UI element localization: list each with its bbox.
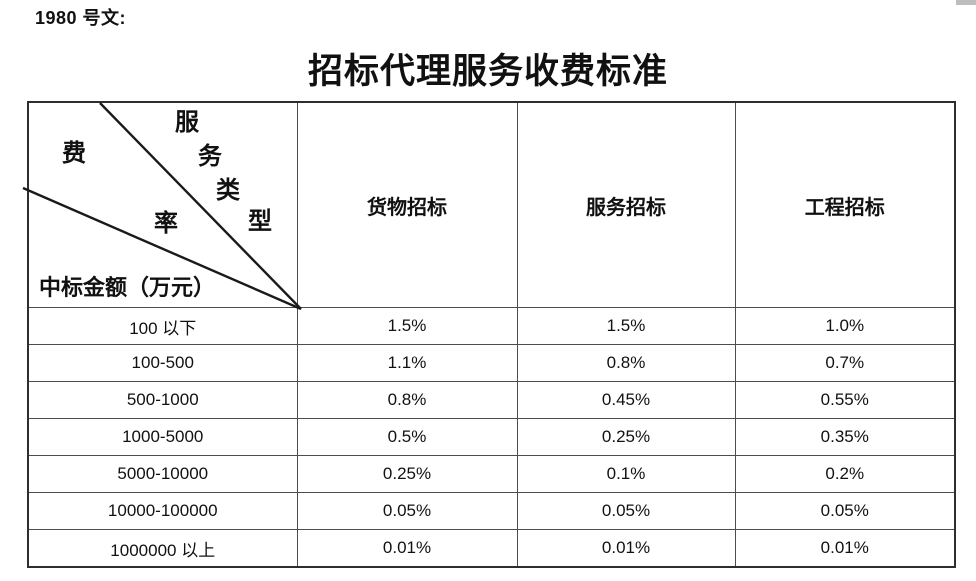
rate-cell: 0.01%	[516, 529, 736, 568]
row-range-label: 100 以下	[27, 307, 298, 345]
corner-label-service-type-char-1: 服	[175, 110, 199, 136]
table-row: 1000-5000 0.5% 0.25% 0.35%	[27, 418, 956, 456]
rate-cell: 0.01%	[296, 529, 518, 568]
row-range-label: 10000-100000	[27, 492, 298, 530]
rate-cell: 0.25%	[296, 455, 518, 493]
page-title: 招标代理服务收费标准	[307, 52, 668, 91]
fee-standard-table: 服 务 类 型 费 率 中标金额（万元） 货物招标 服务招标 工程招标 100 …	[22, 101, 956, 568]
diagonal-divider-lines	[22, 102, 302, 311]
rate-cell: 0.45%	[516, 381, 736, 419]
row-range-label: 500-1000	[27, 381, 298, 419]
doc-ref-label: 1980 号文:	[35, 8, 127, 28]
row-range-label: 1000000 以上	[27, 529, 298, 568]
rate-cell: 0.8%	[296, 381, 518, 419]
row-range-label: 1000-5000	[27, 418, 298, 456]
rate-cell: 0.35%	[734, 418, 956, 456]
rate-cell: 0.5%	[296, 418, 518, 456]
rate-cell: 1.0%	[734, 307, 956, 345]
corner-label-service-type-char-2: 务	[198, 144, 222, 170]
rate-cell: 0.05%	[296, 492, 518, 530]
rate-cell: 1.5%	[516, 307, 736, 345]
table-corner-cell: 服 务 类 型 费 率 中标金额（万元）	[22, 101, 302, 311]
row-range-label: 100-500	[27, 344, 298, 382]
rate-cell: 0.55%	[734, 381, 956, 419]
column-header-service-bidding: 服务招标	[516, 101, 736, 308]
table-row: 10000-100000 0.05% 0.05% 0.05%	[27, 492, 956, 530]
rate-cell: 0.05%	[734, 492, 956, 530]
corner-label-bid-amount: 中标金额（万元）	[39, 275, 216, 300]
column-header-goods-bidding: 货物招标	[296, 101, 518, 308]
screen-edge-artifact	[956, 0, 976, 5]
column-header-works-bidding: 工程招标	[734, 101, 956, 308]
rate-cell: 1.5%	[296, 307, 518, 345]
rate-cell: 0.05%	[516, 492, 736, 530]
rate-cell: 0.25%	[516, 418, 736, 456]
table-header-row: 服 务 类 型 费 率 中标金额（万元） 货物招标 服务招标 工程招标	[22, 101, 956, 311]
rate-cell: 0.8%	[516, 344, 736, 382]
rate-cell: 1.1%	[296, 344, 518, 382]
table-row: 100 以下 1.5% 1.5% 1.0%	[27, 307, 956, 345]
corner-label-service-type-char-3: 类	[216, 178, 240, 204]
row-range-label: 5000-10000	[27, 455, 298, 493]
rate-cell: 0.1%	[516, 455, 736, 493]
table-row: 500-1000 0.8% 0.45% 0.55%	[27, 381, 956, 419]
corner-label-rate-char-1: 费	[62, 141, 86, 167]
table-row: 1000000 以上 0.01% 0.01% 0.01%	[27, 529, 956, 568]
table-row: 5000-10000 0.25% 0.1% 0.2%	[27, 455, 956, 493]
rate-cell: 0.2%	[734, 455, 956, 493]
table-row: 100-500 1.1% 0.8% 0.7%	[27, 344, 956, 382]
corner-label-rate-char-2: 率	[154, 211, 178, 237]
rate-cell: 0.7%	[734, 344, 956, 382]
rate-cell: 0.01%	[734, 529, 956, 568]
corner-label-service-type-char-4: 型	[248, 209, 272, 235]
